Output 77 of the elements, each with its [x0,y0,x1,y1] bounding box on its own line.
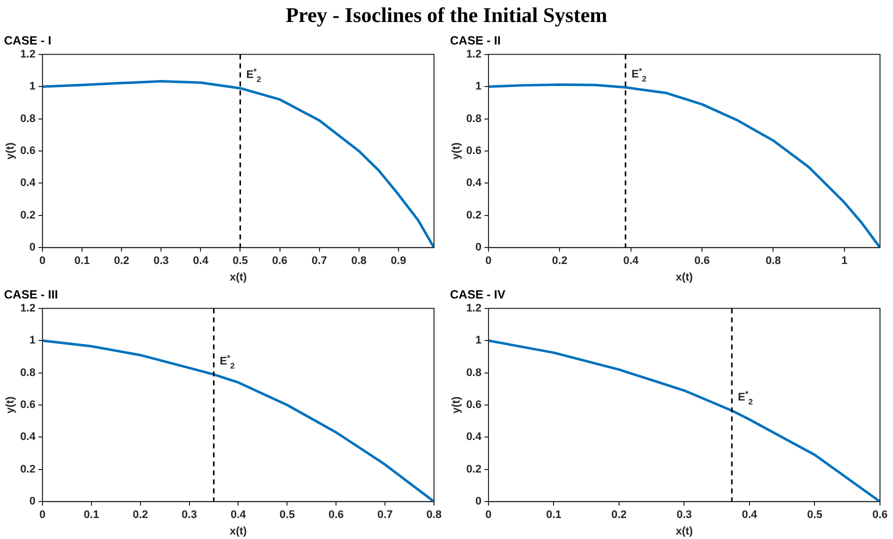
y-tick-label: 0.2 [20,209,36,222]
ref-line-label: E*2 [738,390,754,407]
ref-line-label: E*2 [220,353,236,370]
y-axis-title: y(t) [450,142,463,160]
chart-title: CASE - II [450,34,501,48]
x-tick-label: 0.8 [426,509,442,522]
x-tick-label: 0.2 [114,255,130,268]
x-tick-label: 0.1 [74,255,90,268]
x-tick-label: 0.6 [328,509,344,522]
chart-title: CASE - I [4,34,52,48]
y-tick-label: 0.2 [466,209,482,222]
x-tick-label: 0.2 [552,255,568,268]
x-tick-label: 0.6 [872,509,888,522]
x-tick-label: 0.6 [272,255,288,268]
x-tick-label: 0.4 [230,509,247,522]
y-tick-label: 1.2 [20,48,36,60]
x-tick-label: 0.3 [153,255,169,268]
x-tick-label: 0.2 [611,509,627,522]
x-tick-label: 0.1 [546,509,562,522]
y-tick-label: 0.4 [20,177,36,190]
y-tick-label: 0 [29,496,36,508]
x-tick-label: 0.7 [312,255,327,268]
y-tick-label: 0 [475,242,482,254]
x-tick-label: 1 [841,255,848,268]
chart-title: CASE - III [4,288,58,302]
y-tick-label: 1 [29,334,36,347]
x-tick-label: 0 [39,509,46,522]
x-tick-label: 0.5 [280,509,295,522]
x-tick-label: 0.5 [232,255,248,268]
x-tick-label: 0 [485,255,492,268]
x-tick-label: 0.4 [742,509,758,522]
ref-line-label: E*2 [632,66,647,84]
y-tick-label: 0.8 [20,112,36,125]
x-tick-label: 0.4 [623,255,640,268]
y-tick-label: 0.4 [466,431,482,444]
x-tick-label: 0.2 [132,509,148,522]
y-tick-label: 1 [475,334,482,347]
y-tick-label: 0.4 [466,177,482,190]
x-tick-label: 0.1 [84,509,100,522]
y-tick-label: 0.6 [466,145,482,158]
x-tick-label: 0.6 [694,255,710,268]
y-tick-label: 0.2 [20,463,36,476]
x-tick-label: 0.8 [351,255,367,268]
y-tick-label: 0 [475,496,482,508]
y-axis-title: y(t) [4,396,17,414]
y-tick-label: 0.4 [20,431,36,444]
x-tick-label: 0 [39,255,46,268]
x-tick-label: 0 [485,509,492,522]
x-tick-label: 0.5 [807,509,822,522]
ref-line-label: E*2 [246,67,262,84]
y-tick-label: 0.6 [20,145,36,158]
y-axis-title: y(t) [4,142,17,160]
x-tick-label: 0.8 [766,255,781,268]
y-tick-label: 1.2 [466,302,482,314]
x-tick-label: 0.7 [377,509,393,522]
x-axis-title: x(t) [676,271,694,284]
y-tick-label: 1 [475,80,482,93]
chart-title: CASE - IV [450,288,506,302]
x-tick-label: 0.3 [182,509,197,522]
y-tick-label: 0.8 [466,112,482,125]
y-tick-label: 0 [29,242,36,254]
y-axis-title: y(t) [450,396,463,414]
x-tick-label: 0.9 [390,255,406,268]
y-tick-label: 0.8 [20,366,36,379]
y-tick-label: 1.2 [466,48,482,60]
y-tick-label: 1.2 [20,302,36,314]
text: Prey - Isoclines of the Initial System [284,2,608,29]
x-axis-title: x(t) [230,271,248,284]
x-tick-label: 0.3 [676,509,692,522]
x-axis-title: x(t) [230,525,248,538]
y-tick-label: 1 [29,80,36,93]
x-tick-label: 0.4 [193,255,210,268]
x-axis-title: x(t) [676,525,694,538]
y-tick-label: 0.6 [466,399,482,412]
y-tick-label: 0.8 [466,366,482,379]
y-tick-label: 0.6 [20,399,36,412]
y-tick-label: 0.2 [466,463,482,476]
